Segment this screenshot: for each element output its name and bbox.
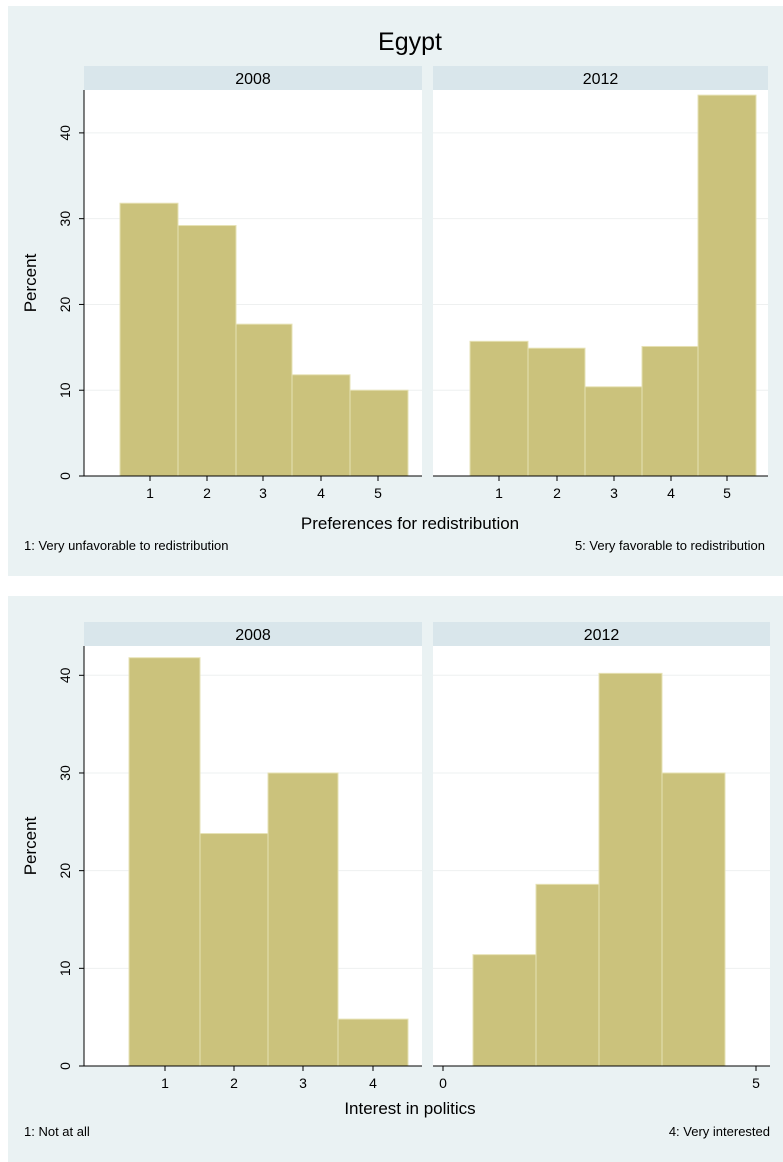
y-tick-label: 40	[57, 125, 73, 141]
interest-histogram: Percent Interest in politics 1: Not at a…	[8, 596, 783, 1162]
note-right: 5: Very favorable to redistribution	[575, 538, 765, 553]
bar	[642, 346, 698, 476]
bar	[178, 226, 236, 476]
bar	[585, 387, 642, 476]
y-tick-label: 40	[57, 667, 73, 683]
x-tick-label: 4	[667, 485, 675, 501]
y-tick-label: 20	[57, 296, 73, 312]
bar	[473, 955, 536, 1066]
chart-title: Egypt	[378, 28, 442, 56]
bar	[350, 390, 408, 476]
note-left: 1: Not at all	[24, 1124, 90, 1139]
facet-strip-label: 2008	[235, 71, 271, 88]
bar	[599, 673, 662, 1066]
bar	[470, 341, 528, 476]
y-tick-label: 30	[57, 765, 73, 781]
x-axis-title: Interest in politics	[344, 1099, 475, 1118]
chart-panel-interest: Percent Interest in politics 1: Not at a…	[8, 596, 783, 1162]
bar	[338, 1019, 408, 1066]
y-tick-label: 10	[57, 960, 73, 976]
y-tick-label: 10	[57, 382, 73, 398]
x-tick-label: 2	[553, 485, 561, 501]
x-tick-label: 2	[203, 485, 211, 501]
bar	[268, 773, 338, 1066]
x-tick-label: 5	[723, 485, 731, 501]
y-tick-label: 20	[57, 863, 73, 879]
x-tick-label: 3	[299, 1075, 307, 1091]
bar	[662, 773, 725, 1066]
y-axis-title: Percent	[21, 816, 40, 875]
facet-2008: 2008 1 2 3 4 5 0 10 20 30 40	[57, 66, 422, 501]
facet-strip-label: 2012	[584, 627, 620, 644]
bar	[129, 658, 200, 1066]
note-right: 4: Very interested	[669, 1124, 770, 1139]
x-axis-title: Preferences for redistribution	[301, 514, 519, 533]
bar	[236, 324, 292, 476]
facet-strip-label: 2008	[235, 627, 271, 644]
y-tick-label: 30	[57, 211, 73, 227]
x-tick-label: 3	[610, 485, 618, 501]
x-tick-label: 4	[317, 485, 325, 501]
redistribution-histogram: Egypt Percent Preferences for redistribu…	[8, 6, 783, 576]
bar	[120, 203, 178, 476]
note-left: 1: Very unfavorable to redistribution	[24, 538, 229, 553]
x-tick-label: 2	[230, 1075, 238, 1091]
x-tick-label: 0	[439, 1075, 447, 1091]
x-tick-label: 3	[259, 485, 267, 501]
bar	[698, 95, 756, 476]
bar	[200, 834, 268, 1066]
bar	[536, 884, 599, 1066]
facet-2012: 2012 0 5	[433, 622, 770, 1091]
x-tick-label: 1	[146, 485, 154, 501]
chart-panel-redistribution: Egypt Percent Preferences for redistribu…	[8, 6, 783, 576]
facet-2012: 2012 1 2 3 4 5	[433, 66, 768, 501]
y-axis-title: Percent	[21, 253, 40, 312]
x-tick-label: 1	[495, 485, 503, 501]
y-tick-label: 0	[57, 472, 73, 480]
x-tick-label: 1	[161, 1075, 169, 1091]
bar	[292, 375, 350, 476]
y-tick-label: 0	[57, 1062, 73, 1070]
facet-strip-label: 2012	[583, 71, 619, 88]
bar	[528, 348, 585, 476]
x-tick-label: 5	[374, 485, 382, 501]
x-tick-label: 5	[752, 1075, 760, 1091]
x-tick-label: 4	[369, 1075, 377, 1091]
